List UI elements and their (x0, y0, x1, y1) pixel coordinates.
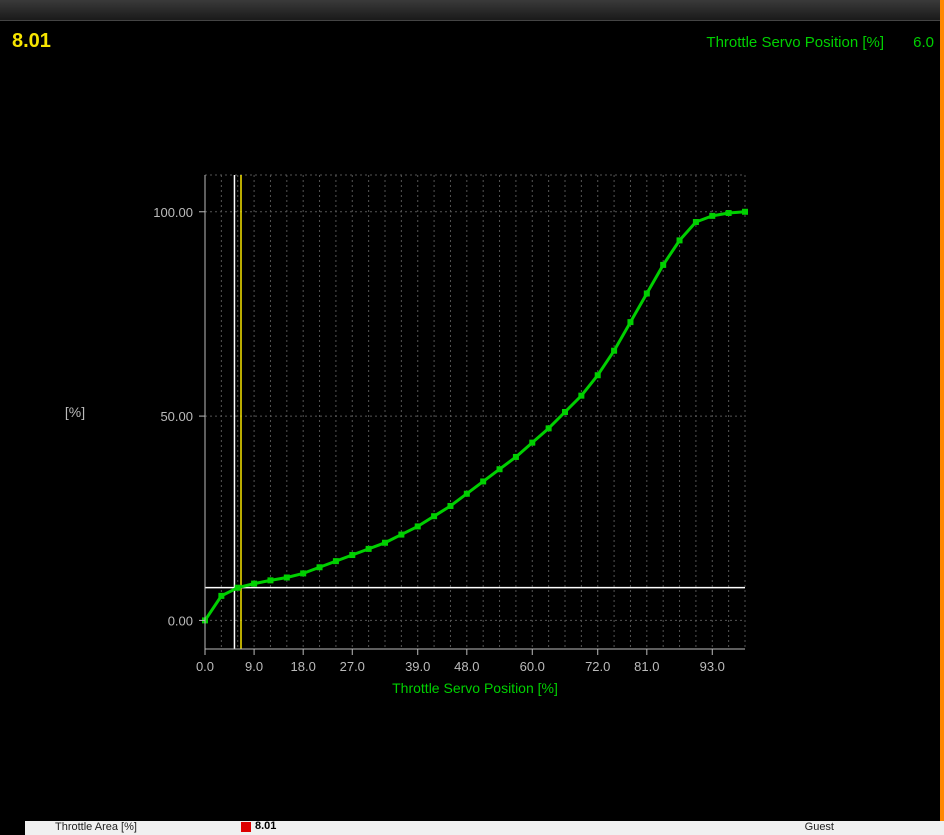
chart[interactable]: 0.00 50.00 100.00 0.0 9.0 18.0 27.0 39.0 48.0 60.… (0, 0, 944, 835)
svg-text:[%]: [%] (65, 404, 85, 420)
svg-text:9.0: 9.0 (245, 659, 263, 674)
svg-text:0.0: 0.0 (196, 659, 214, 674)
svg-text:60.0: 60.0 (520, 659, 545, 674)
svg-text:39.0: 39.0 (405, 659, 430, 674)
status-bar: Throttle Area [%] 8.01 Guest (25, 821, 944, 835)
chart-svg: 0.00 50.00 100.00 0.0 9.0 18.0 27.0 39.0 48.0 60.… (0, 0, 944, 835)
svg-text:50.00: 50.00 (160, 409, 193, 424)
svg-text:0.00: 0.00 (168, 613, 193, 628)
status-value: 8.01 (255, 820, 276, 832)
status-label: Throttle Area [%] (55, 821, 137, 833)
status-icon (241, 822, 251, 832)
svg-text:100.00: 100.00 (153, 205, 193, 220)
status-user: Guest (805, 821, 834, 833)
svg-text:18.0: 18.0 (291, 659, 316, 674)
svg-text:Throttle Servo Position [%]: Throttle Servo Position [%] (392, 680, 558, 696)
svg-text:93.0: 93.0 (700, 659, 725, 674)
svg-text:27.0: 27.0 (340, 659, 365, 674)
svg-text:81.0: 81.0 (634, 659, 659, 674)
svg-text:72.0: 72.0 (585, 659, 610, 674)
svg-text:48.0: 48.0 (454, 659, 479, 674)
